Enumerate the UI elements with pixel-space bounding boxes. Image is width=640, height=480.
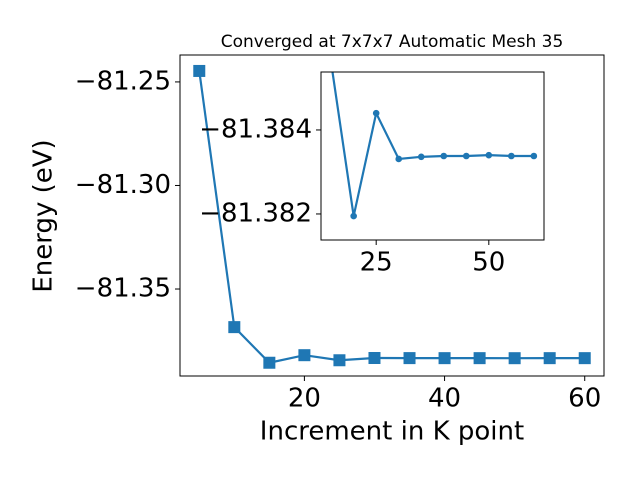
y-tick-label: −81.30 xyxy=(75,170,171,200)
marker xyxy=(395,155,403,163)
marker xyxy=(485,151,493,159)
marker xyxy=(193,64,206,77)
marker xyxy=(372,109,380,117)
marker xyxy=(578,352,591,365)
marker xyxy=(368,352,381,365)
axes-frame xyxy=(320,71,545,241)
x-tick-label: 20 xyxy=(288,384,321,414)
marker xyxy=(438,352,451,365)
x-tick-label: 40 xyxy=(428,384,461,414)
marker xyxy=(462,152,470,160)
marker xyxy=(263,356,276,369)
chart-title: Converged at 7x7x7 Automatic Mesh 35 xyxy=(221,32,564,52)
marker xyxy=(508,352,521,365)
x-tick-label: 25 xyxy=(360,248,393,278)
y-tick-label: −81.35 xyxy=(75,274,171,304)
axes-frame xyxy=(179,54,605,377)
marker xyxy=(543,352,556,365)
x-tick-label: 60 xyxy=(568,384,601,414)
marker xyxy=(333,354,346,367)
marker xyxy=(350,212,357,220)
marker xyxy=(530,152,538,160)
marker xyxy=(473,352,486,365)
marker xyxy=(417,153,425,161)
marker xyxy=(298,349,311,362)
y-tick-label: −81.382 xyxy=(199,198,312,228)
y-tick-label: −81.25 xyxy=(75,66,171,96)
y-tick-label: −81.384 xyxy=(199,114,312,144)
x-axis-label: Increment in K point xyxy=(260,417,524,447)
series-line xyxy=(331,72,534,217)
y-axis-label: Energy (eV) xyxy=(29,139,59,292)
x-tick-label: 50 xyxy=(472,248,505,278)
marker xyxy=(403,352,416,365)
marker xyxy=(228,321,241,334)
marker xyxy=(508,152,515,160)
marker xyxy=(440,152,448,160)
